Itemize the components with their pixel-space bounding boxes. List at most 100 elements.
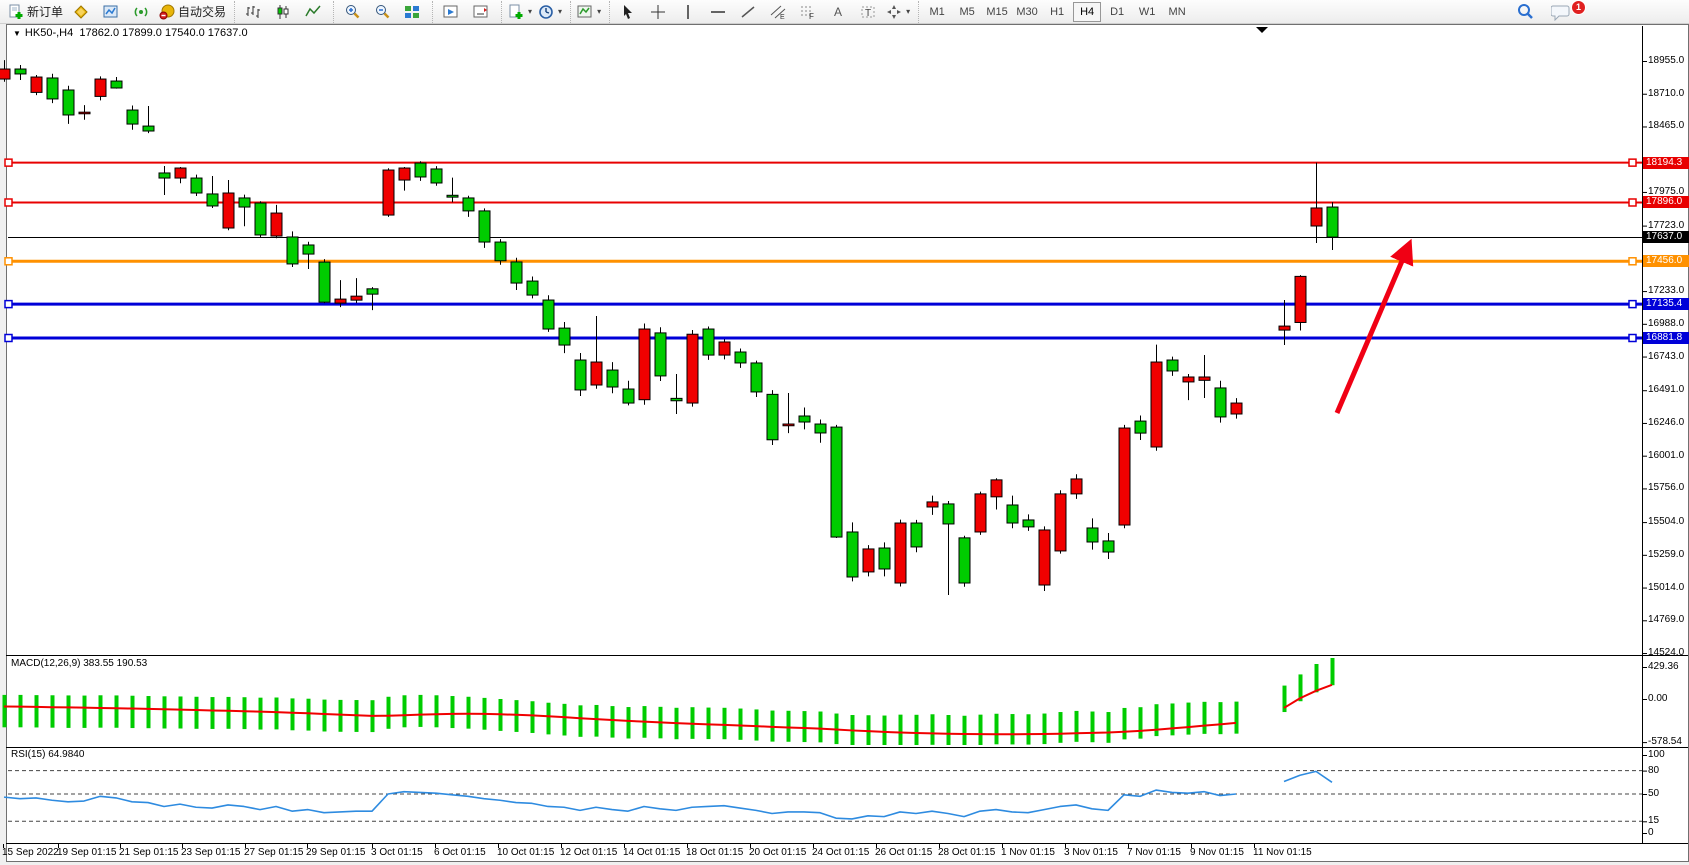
line-handle[interactable] xyxy=(4,257,13,266)
chevron-down-icon: ▾ xyxy=(906,7,911,16)
candle-body xyxy=(1134,420,1147,434)
chart-shift-button[interactable] xyxy=(466,1,496,23)
candle-body xyxy=(766,393,779,441)
candle-body xyxy=(542,299,555,330)
line-handle[interactable] xyxy=(4,299,13,309)
indicators-button[interactable]: ▾ xyxy=(574,1,604,23)
chevron-down-icon: ▾ xyxy=(558,7,563,16)
chart-shift-marker[interactable] xyxy=(1256,27,1268,33)
fibonacci-icon: F xyxy=(801,6,814,20)
cursor-icon xyxy=(624,5,633,19)
vertical-line-button[interactable] xyxy=(673,1,703,23)
horizontal-line-icon xyxy=(711,10,726,13)
line-handle[interactable] xyxy=(4,333,13,343)
cursor-button[interactable] xyxy=(613,1,643,23)
timeframe-button-H1[interactable]: H1 xyxy=(1050,5,1065,18)
timeframe-button-M15[interactable]: M15 xyxy=(986,5,1008,18)
candle-body xyxy=(606,369,619,388)
candle-body xyxy=(1278,325,1291,331)
line-handle[interactable] xyxy=(1628,257,1637,266)
new-order-button[interactable]: 新订单 xyxy=(5,1,66,23)
candle-body xyxy=(254,202,267,236)
timeframe-button-H4[interactable]: H4 xyxy=(1073,1,1102,22)
candle-body xyxy=(798,415,811,423)
candle-body xyxy=(174,167,187,179)
crosshair-button[interactable] xyxy=(643,1,673,23)
candle-body xyxy=(654,332,667,377)
arrows-icon xyxy=(887,4,902,19)
toolbar-group-line-studies: E F A T ▾ xyxy=(609,0,916,23)
candle-body xyxy=(382,169,395,216)
chart-forward-icon xyxy=(443,5,458,17)
candle-body xyxy=(1310,207,1323,227)
toolbar-group-chart-type xyxy=(234,0,331,23)
candle-body xyxy=(878,547,891,570)
trend-arrow-annotation[interactable] xyxy=(1334,238,1414,414)
new-chart-button[interactable]: ▾ xyxy=(505,1,535,23)
arrows-button[interactable]: ▾ xyxy=(883,1,913,23)
periods-button[interactable]: ▾ xyxy=(535,1,565,23)
bar-chart-button[interactable] xyxy=(238,1,268,23)
timeframe-button-M1[interactable]: M1 xyxy=(929,5,945,18)
candle-body xyxy=(446,194,459,198)
chevron-down-icon: ▾ xyxy=(597,7,602,16)
candle-body xyxy=(670,397,683,402)
new-chart-icon xyxy=(509,4,523,19)
timeframe-button-W1[interactable]: W1 xyxy=(1138,5,1156,18)
candle-body xyxy=(494,241,507,262)
line-handle[interactable] xyxy=(1628,198,1637,207)
equidistant-channel-button[interactable]: E xyxy=(763,1,793,23)
price-axis[interactable] xyxy=(1643,26,1689,843)
tile-windows-button[interactable] xyxy=(397,1,427,23)
indicators-icon xyxy=(577,5,592,17)
market-watch-button[interactable] xyxy=(66,1,96,23)
autotrading-button[interactable]: 自动交易 xyxy=(156,1,229,23)
candle-body xyxy=(910,522,923,548)
candle-body xyxy=(126,109,139,125)
candle-body xyxy=(926,501,939,508)
candle-body xyxy=(526,280,539,296)
chat-icon xyxy=(1551,5,1570,21)
toolbar-right-icons: 1 xyxy=(1510,0,1586,23)
timeframe-button-D1[interactable]: D1 xyxy=(1110,5,1125,18)
candle-body xyxy=(350,295,363,301)
fibonacci-button[interactable]: F xyxy=(793,1,823,23)
candle-body xyxy=(1022,519,1035,528)
line-handle[interactable] xyxy=(1628,158,1637,167)
trendline-button[interactable] xyxy=(733,1,763,23)
timeframe-button-M5[interactable]: M5 xyxy=(959,5,975,18)
line-handle[interactable] xyxy=(4,198,13,207)
signals-button[interactable] xyxy=(126,1,156,23)
candle-body xyxy=(46,77,59,100)
candle-body xyxy=(270,212,283,237)
line-chart-icon xyxy=(305,5,321,16)
chat-button[interactable]: 1 xyxy=(1546,0,1586,23)
rsi-line xyxy=(3,789,1237,820)
line-handle[interactable] xyxy=(4,158,13,167)
macd-signal-line xyxy=(3,705,1237,736)
time-axis[interactable] xyxy=(7,844,1642,859)
candle-body xyxy=(750,362,763,393)
candle-body xyxy=(958,537,971,584)
line-handle[interactable] xyxy=(1628,299,1637,309)
chart-forward-button[interactable] xyxy=(436,1,466,23)
text-button[interactable]: A xyxy=(823,1,853,23)
line-chart-button[interactable] xyxy=(298,1,328,23)
candlestick-chart-button[interactable] xyxy=(268,1,298,23)
horizontal-line-button[interactable] xyxy=(703,1,733,23)
text-label-button[interactable]: T xyxy=(853,1,883,23)
candle-body xyxy=(318,261,331,303)
candle-body xyxy=(1150,361,1163,448)
trendline-icon xyxy=(741,5,755,18)
charts-button[interactable] xyxy=(96,1,126,23)
timeframe-button-M30[interactable]: M30 xyxy=(1016,5,1038,18)
candle-body xyxy=(110,80,123,89)
line-handle[interactable] xyxy=(1628,333,1637,343)
timeframe-button-MN[interactable]: MN xyxy=(1168,5,1186,18)
zoom-in-button[interactable] xyxy=(337,1,367,23)
candle-body xyxy=(1326,206,1339,238)
candle-body xyxy=(510,261,523,284)
search-button[interactable] xyxy=(1510,1,1540,23)
zoom-out-button[interactable] xyxy=(367,1,397,23)
